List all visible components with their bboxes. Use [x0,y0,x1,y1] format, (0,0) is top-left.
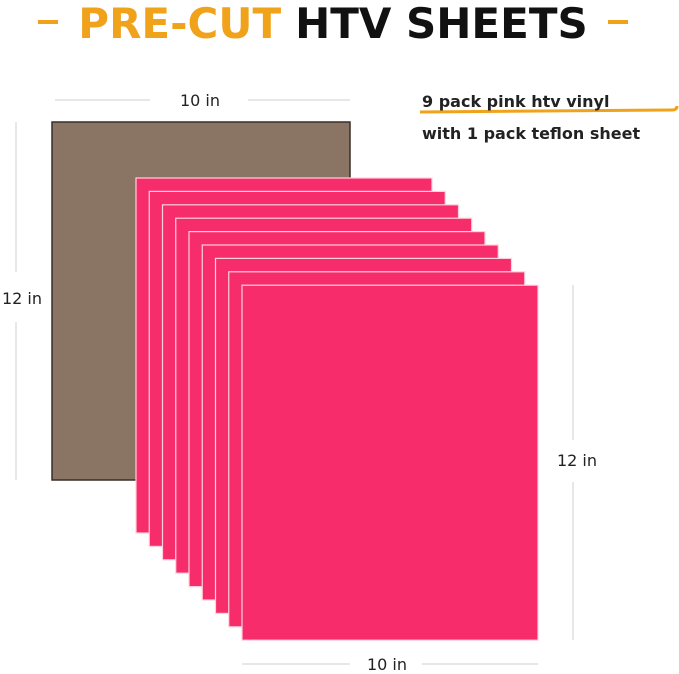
title-rest: HTV SHEETS [295,0,588,48]
vinyl-sheets [135,177,539,641]
dimension-label: 12 in [557,451,597,470]
dimension-label: 10 in [180,91,220,110]
title: PRE-CUT HTV SHEETS [78,0,587,48]
vinyl-sheet [241,284,539,641]
description-line: with 1 pack teflon sheet [422,124,640,143]
dimension-label: 12 in [2,289,42,308]
highlight-underline [419,105,679,114]
dimension-label: 10 in [367,655,407,674]
description-line: 9 pack pink htv vinyl [422,92,609,111]
title-highlight: PRE-CUT [78,0,281,48]
